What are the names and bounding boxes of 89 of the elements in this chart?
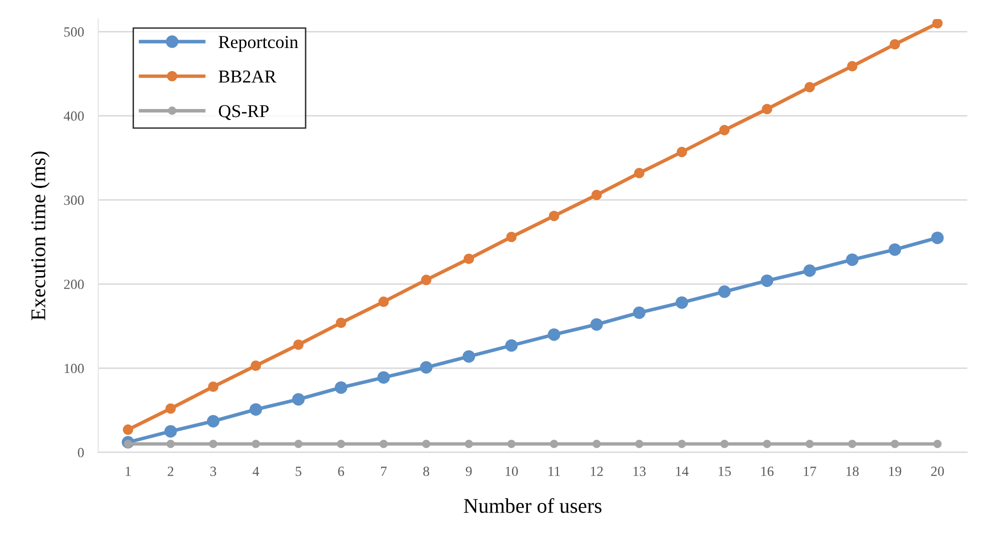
point: [762, 104, 772, 114]
point: [293, 339, 304, 350]
point: [464, 440, 473, 448]
x-tick-label: 14: [676, 466, 689, 476]
point: [932, 19, 943, 28]
point: [635, 440, 644, 448]
point: [848, 440, 856, 448]
point: [592, 440, 601, 448]
y-tick-label: 500: [64, 27, 84, 37]
point: [548, 210, 560, 222]
x-tick-label: 18: [846, 466, 859, 476]
y-tick-label: 100: [64, 364, 84, 374]
point: [931, 232, 944, 244]
point: [676, 146, 688, 158]
point: [252, 440, 260, 448]
x-tick-label: 15: [718, 466, 731, 476]
x-tick-label: 11: [548, 466, 560, 476]
point: [888, 243, 902, 256]
point: [208, 382, 218, 392]
x-tick-label: 17: [804, 466, 816, 476]
point: [420, 361, 432, 374]
x-axis-title: Number of users: [464, 498, 602, 513]
point: [250, 403, 262, 416]
x-tick-label: 7: [381, 466, 387, 476]
point: [165, 403, 176, 414]
point: [377, 371, 390, 384]
point: [846, 253, 858, 266]
point: [292, 393, 305, 406]
point: [336, 318, 346, 328]
x-tick-label: 5: [296, 466, 302, 476]
point: [166, 440, 175, 448]
point: [462, 350, 476, 363]
legend-label: QS-RP: [218, 105, 269, 120]
point: [506, 232, 517, 242]
point: [803, 264, 816, 277]
point: [676, 296, 688, 309]
point: [933, 440, 942, 448]
y-axis-title: Execution time (ms): [30, 152, 50, 320]
x-tick-label: 13: [634, 466, 646, 476]
legend-label: Reportcoin: [218, 36, 298, 52]
point: [591, 190, 602, 200]
point: [507, 440, 516, 448]
x-tick-label: 4: [252, 466, 260, 476]
point: [718, 285, 731, 298]
point: [634, 168, 644, 178]
point: [632, 306, 646, 319]
point: [505, 339, 518, 352]
point: [422, 440, 430, 448]
x-tick-label: 20: [931, 466, 944, 476]
x-tick-label: 8: [423, 466, 430, 476]
x-tick-label: 3: [210, 466, 216, 476]
point: [762, 440, 772, 448]
point: [421, 274, 432, 286]
point: [720, 440, 729, 448]
y-tick-label: 0: [78, 448, 84, 458]
legend-label: BB2AR: [218, 70, 276, 83]
point: [678, 440, 686, 448]
point: [890, 440, 900, 448]
point: [336, 440, 346, 448]
x-tick-label: 2: [168, 466, 174, 476]
x-tick-label: 1: [126, 466, 131, 476]
point: [847, 60, 858, 72]
x-tick-label: 9: [466, 466, 472, 476]
point: [548, 328, 560, 341]
y-tick-label: 200: [64, 280, 84, 290]
x-tick-label: 16: [761, 466, 774, 476]
y-tick-label: 300: [64, 196, 84, 205]
point: [122, 424, 134, 435]
point: [804, 82, 815, 92]
point: [805, 440, 814, 448]
point: [378, 296, 389, 307]
point: [294, 440, 303, 448]
x-tick-label: 6: [338, 466, 344, 476]
point: [719, 124, 730, 136]
point: [760, 274, 774, 287]
x-tick-label: 19: [889, 466, 902, 476]
point: [464, 254, 474, 264]
x-tick-label: 12: [590, 466, 603, 476]
point: [890, 39, 900, 50]
x-tick-label: 10: [506, 466, 518, 476]
y-tick-label: 400: [64, 111, 84, 121]
point: [164, 425, 177, 438]
point: [590, 318, 603, 331]
point: [550, 440, 558, 448]
point: [250, 360, 262, 371]
point: [206, 414, 220, 428]
point: [334, 381, 348, 394]
point: [209, 440, 218, 448]
point: [379, 440, 388, 448]
